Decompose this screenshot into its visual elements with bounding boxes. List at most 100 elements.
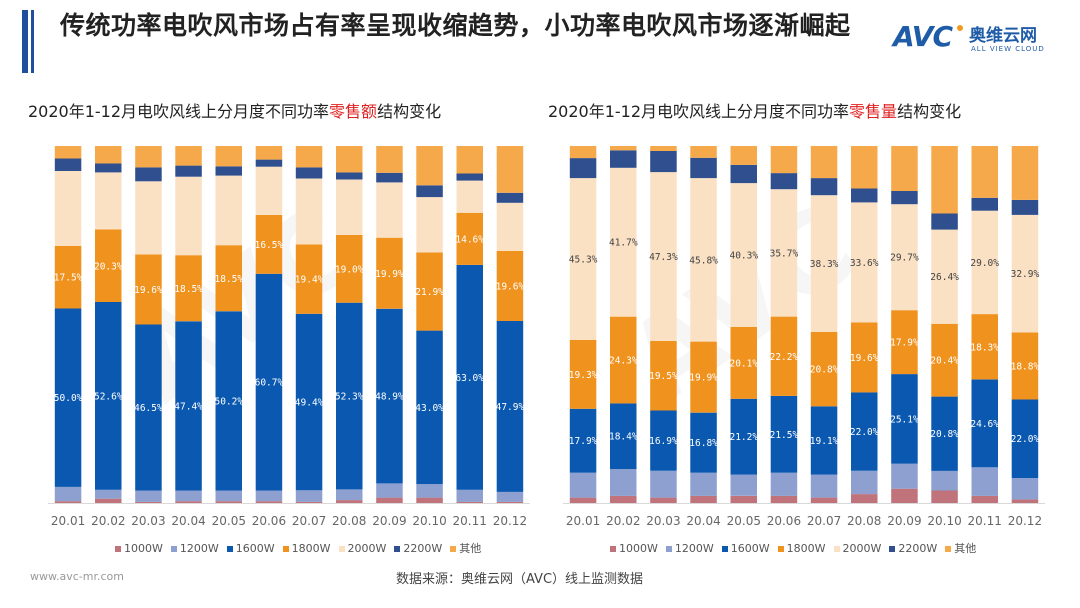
volume-structure-chart: 17.9% 19.3% 45.3% 20.01 18.4% 24.3% 41.7% 20.02… [563, 146, 1045, 528]
legend-swatch [610, 546, 616, 552]
bar-segment-1800W-20.12 [1011, 332, 1039, 400]
bar-segment-1200W-20.02 [610, 469, 637, 496]
bar-segment-2000W-20.01 [569, 178, 597, 340]
data-label: 20.3% [94, 261, 123, 272]
bar-segment-其他-20.05 [215, 146, 242, 167]
bar-segment-1600W-20.05 [730, 398, 757, 475]
bar-segment-其他-20.09 [891, 146, 918, 191]
bar-segment-1800W-20.01 [569, 339, 597, 409]
legend-swatch [115, 546, 121, 552]
bar-segment-1800W-20.04 [175, 255, 202, 322]
data-label: 47.9% [496, 402, 525, 413]
data-label: 16.8% [689, 438, 718, 449]
x-tick-label: 20.12 [493, 514, 527, 528]
legend-swatch [394, 546, 401, 552]
bar-segment-1800W-20.10 [931, 323, 958, 397]
bar-segment-1800W-20.07 [295, 244, 323, 314]
data-label: 52.6% [94, 391, 123, 402]
data-label: 52.3% [335, 392, 364, 403]
bar-segment-2200W-20.01 [569, 158, 597, 179]
data-label: 49.4% [295, 398, 324, 409]
bar-segment-1200W-20.02 [95, 489, 122, 499]
bar-segment-2000W-20.09 [376, 182, 403, 238]
bar-segment-其他-20.10 [931, 146, 958, 214]
bar-segment-1800W-20.06 [255, 214, 283, 274]
bar-segment-1600W-20.04 [175, 321, 202, 491]
bar-segment-其他-20.12 [496, 146, 524, 193]
bar-segment-1000W-20.01 [54, 501, 82, 503]
data-label: 50.2% [214, 396, 243, 407]
bar-segment-其他-20.01 [54, 146, 82, 159]
bar-segment-其他-20.06 [770, 146, 798, 174]
bar-segment-其他-20.06 [255, 146, 283, 160]
bar-segment-1200W-20.01 [54, 486, 82, 502]
data-label: 47.3% [649, 252, 678, 263]
bar-segment-1600W-20.08 [336, 302, 363, 490]
bar-segment-1200W-20.09 [376, 483, 403, 498]
legend-swatch [226, 546, 233, 552]
legend-label: 1600W [730, 542, 770, 555]
legend-item: 1800W [777, 542, 826, 555]
bar-segment-2200W-20.09 [891, 191, 918, 205]
data-label: 24.6% [970, 419, 999, 430]
legend-item: 2200W [394, 542, 442, 555]
bar-segment-1200W-20.10 [931, 470, 958, 491]
x-tick-label: 20.09 [887, 514, 921, 528]
bar-segment-1800W-20.07 [810, 332, 838, 407]
legend-label: 1800W [786, 542, 826, 555]
legend-swatch [450, 546, 457, 552]
bar-segment-1000W-20.03 [135, 501, 162, 503]
data-label: 38.3% [810, 259, 839, 270]
bar-segment-2000W-20.01 [54, 171, 82, 246]
legend-item: 其他 [945, 540, 976, 556]
data-label: 19.9% [375, 269, 404, 280]
data-label: 22.0% [1011, 434, 1040, 445]
bar-segment-2200W-20.08 [851, 188, 878, 203]
bar-segment-1800W-20.04 [690, 341, 717, 413]
x-tick-label: 20.02 [606, 514, 640, 528]
bar-segment-其他-20.04 [690, 146, 717, 158]
bar-segment-其他-20.04 [175, 146, 202, 166]
data-label: 19.5% [649, 371, 678, 382]
bar-segment-2200W-20.11 [971, 197, 998, 211]
bar-segment-1800W-20.11 [971, 314, 998, 380]
data-label: 22.0% [850, 427, 879, 438]
bar-segment-其他-20.11 [456, 146, 483, 174]
bar-segment-2200W-20.06 [255, 159, 283, 167]
bar-segment-其他-20.09 [376, 146, 403, 173]
bar-segment-1600W-20.01 [54, 308, 82, 487]
x-tick-label: 20.11 [968, 514, 1002, 528]
data-label: 14.6% [455, 234, 484, 245]
bar-segment-2200W-20.06 [770, 173, 798, 190]
bar-segment-1600W-20.10 [416, 330, 443, 485]
avc-logo: AVC 奥维云网 ALL VIEW CLOUD [893, 20, 1063, 56]
footer-url: www.avc-mr.com [30, 570, 124, 583]
data-label: 29.7% [890, 253, 919, 264]
x-tick-label: 20.09 [372, 514, 406, 528]
data-label: 50.0% [54, 393, 83, 404]
bar-segment-1800W-20.08 [336, 234, 363, 303]
bar-segment-1600W-20.11 [456, 264, 483, 490]
bar-segment-1200W-20.06 [255, 490, 283, 502]
bar-segment-1000W-20.07 [295, 501, 323, 503]
bar-segment-其他-20.05 [730, 146, 757, 165]
bar-segment-2200W-20.02 [95, 163, 122, 173]
title-highlight: 零售量 [849, 102, 898, 121]
bar-segment-1600W-20.09 [376, 308, 403, 484]
bar-segment-2200W-20.12 [1011, 199, 1039, 215]
legend-label: 1000W [619, 542, 658, 555]
bar-segment-2000W-20.04 [175, 176, 202, 256]
legend-label: 1200W [179, 542, 219, 555]
data-label: 41.7% [609, 238, 638, 249]
data-label: 47.4% [174, 401, 203, 412]
bar-segment-其他-20.07 [295, 146, 323, 168]
legend-label: 其他 [459, 542, 482, 555]
bar-segment-1600W-20.03 [650, 410, 677, 471]
bar-segment-其他-20.03 [650, 146, 677, 151]
logo-mark: AVC [893, 20, 953, 53]
bar-segment-2000W-20.07 [810, 195, 838, 332]
bar-segment-1200W-20.11 [971, 467, 998, 496]
legend-item: 1200W [665, 542, 714, 555]
x-tick-label: 20.11 [453, 514, 487, 528]
chart-title-revenue: 2020年1-12月电吹风线上分月度不同功率零售额结构变化 [28, 102, 442, 121]
